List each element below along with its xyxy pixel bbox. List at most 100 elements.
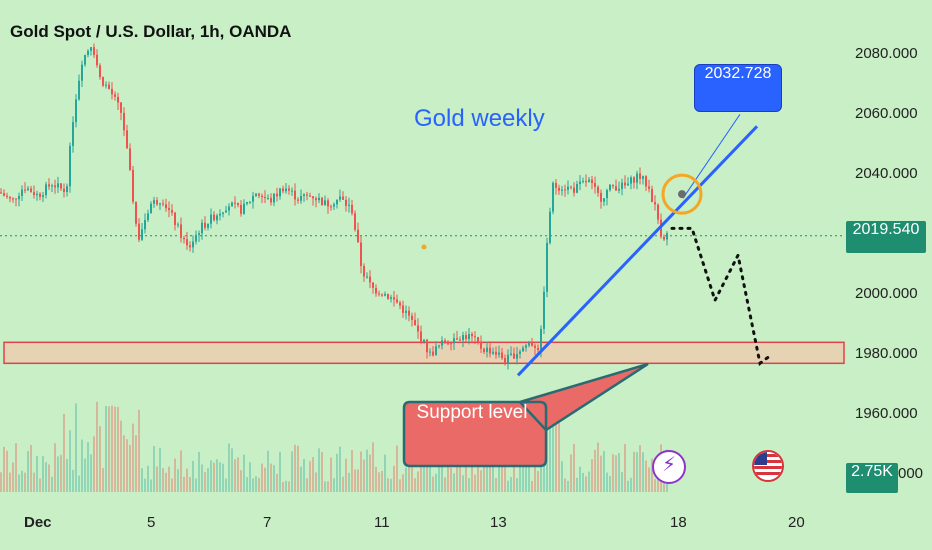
candle-body — [381, 294, 383, 296]
volume-bar — [54, 443, 56, 492]
volume-bar — [234, 459, 236, 492]
candle-body — [603, 198, 605, 202]
volume-bar — [18, 474, 20, 492]
candle-body — [39, 193, 41, 197]
volume-bar — [108, 406, 110, 492]
candle-body — [450, 343, 452, 345]
volume-bar — [375, 466, 377, 492]
lightning-icon[interactable]: ⚡ — [652, 450, 686, 484]
volume-bar — [531, 480, 533, 492]
volume-bar — [399, 479, 401, 492]
candle-body — [624, 182, 626, 186]
candle-body — [249, 201, 251, 203]
candle-body — [423, 339, 425, 343]
candle-body — [567, 186, 569, 190]
volume-bar — [138, 409, 140, 492]
candle-body — [573, 187, 575, 193]
volume-bar — [522, 451, 524, 492]
candle-body — [408, 310, 410, 316]
us-flag-icon[interactable] — [752, 450, 784, 482]
candle-body — [207, 223, 209, 228]
candle-body — [210, 214, 212, 224]
volume-bar — [384, 454, 386, 492]
volume-bar — [612, 454, 614, 492]
volume-bar — [576, 477, 578, 492]
candle-body — [483, 348, 485, 352]
volume-bar — [228, 443, 230, 492]
volume-bar — [87, 442, 89, 492]
volume-bar — [429, 454, 431, 492]
volume-bar — [360, 451, 362, 492]
volume-bar — [597, 442, 599, 492]
candle-body — [0, 192, 2, 194]
volume-bar — [492, 448, 494, 492]
y-tick-label: 2060.000 — [855, 105, 918, 122]
volume-bar — [303, 459, 305, 492]
volume-bar — [294, 444, 296, 492]
candle-body — [72, 122, 74, 146]
candle-body — [618, 188, 620, 191]
support-level-label[interactable]: Support level — [416, 402, 528, 423]
target-dot — [678, 190, 686, 199]
candle-body — [582, 180, 584, 182]
volume-bar — [186, 468, 188, 492]
volume-bar — [78, 475, 80, 492]
candle-body — [150, 203, 152, 214]
volume-bar — [396, 445, 398, 492]
candle-body — [354, 213, 356, 230]
volume-bar — [555, 393, 557, 492]
volume-bar — [480, 470, 482, 492]
x-tick-label: 5 — [147, 514, 156, 531]
volume-bar — [282, 481, 284, 492]
volume-bar — [39, 478, 41, 492]
volume-bar — [237, 457, 239, 492]
candle-body — [591, 179, 593, 184]
candle-body — [498, 352, 500, 355]
trendline[interactable] — [516, 125, 759, 377]
support-callout-shape[interactable] — [402, 362, 649, 468]
candle-body — [87, 50, 89, 55]
candle-body — [303, 194, 305, 196]
candle-body — [387, 293, 389, 299]
support-zone[interactable] — [3, 341, 845, 365]
volume-bar — [483, 456, 485, 492]
candle-body — [426, 339, 428, 353]
volume-bar — [606, 472, 608, 492]
candle-body — [3, 193, 5, 196]
chart-title: Gold Spot / U.S. Dollar, 1h, OANDA — [10, 22, 292, 41]
candle-body — [636, 173, 638, 183]
volume-bar — [501, 464, 503, 492]
candle-body — [585, 180, 587, 183]
candle-body — [255, 193, 257, 196]
projection-path[interactable] — [670, 226, 774, 366]
x-tick-label: 18 — [670, 514, 687, 531]
candle-body — [324, 200, 326, 206]
volume-bar — [258, 477, 260, 492]
candle-body — [195, 235, 197, 242]
volume-bar — [465, 449, 467, 492]
candle-body — [120, 102, 122, 113]
candle-body — [264, 196, 266, 198]
volume-bar — [174, 458, 176, 492]
candle-body — [75, 99, 77, 123]
candle-body — [666, 233, 668, 240]
volume-bar — [42, 456, 44, 492]
gold-weekly-label[interactable]: Gold weekly — [414, 105, 545, 132]
volume-bar — [198, 451, 200, 492]
price-callout[interactable]: 2032.728 — [694, 64, 782, 112]
candle-body — [540, 328, 542, 351]
volume-bar — [150, 479, 152, 492]
volume-bar — [558, 422, 560, 492]
volume-bar — [225, 478, 227, 492]
volume-bar — [579, 466, 581, 492]
volume-bar — [426, 449, 428, 492]
candle-body — [189, 245, 191, 248]
volume-bar — [12, 462, 14, 492]
candle-body — [147, 213, 149, 221]
candle-body — [339, 196, 341, 200]
candle-body — [306, 194, 308, 196]
candle-body — [444, 340, 446, 344]
target-circle[interactable] — [661, 173, 703, 215]
volume-bar — [456, 448, 458, 492]
